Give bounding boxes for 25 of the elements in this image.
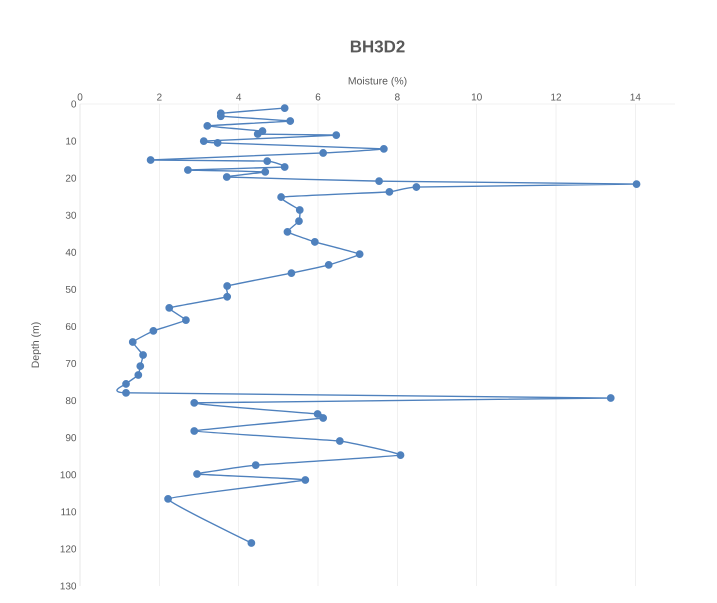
y-tick-label: 110 <box>61 508 76 516</box>
x-tick-label: 2 <box>157 94 162 100</box>
x-tick-label: 0 <box>78 93 82 100</box>
x-tick-label: 6 <box>316 93 320 100</box>
x-axis-title: Moisture (%) <box>348 76 406 87</box>
y-tick-label: 40 <box>66 248 76 256</box>
x-tick-label: 14 <box>630 94 641 100</box>
y-axis-title: Depth (m) <box>31 322 42 368</box>
y-tick-label: 50 <box>66 286 76 293</box>
y-tick-label: 70 <box>66 360 76 368</box>
y-tick-label: 10 <box>66 138 76 145</box>
chart-title: BH3D2 <box>350 40 405 52</box>
y-tick-label: 130 <box>60 582 76 590</box>
y-tick-label: 120 <box>60 545 76 552</box>
y-tick-label: 90 <box>66 434 76 442</box>
y-tick-label: 20 <box>66 174 76 182</box>
x-tick-label: 12 <box>551 94 562 100</box>
y-tick-label: 80 <box>66 397 76 404</box>
y-tick-label: 100 <box>60 471 76 478</box>
y-tick-label: 0 <box>71 100 76 108</box>
x-tick-label: 8 <box>395 93 400 100</box>
y-tick-label: 30 <box>66 212 76 219</box>
x-tick-label: 10 <box>472 93 482 100</box>
y-tick-label: 60 <box>66 322 76 330</box>
x-tick-label: 4 <box>236 94 242 100</box>
